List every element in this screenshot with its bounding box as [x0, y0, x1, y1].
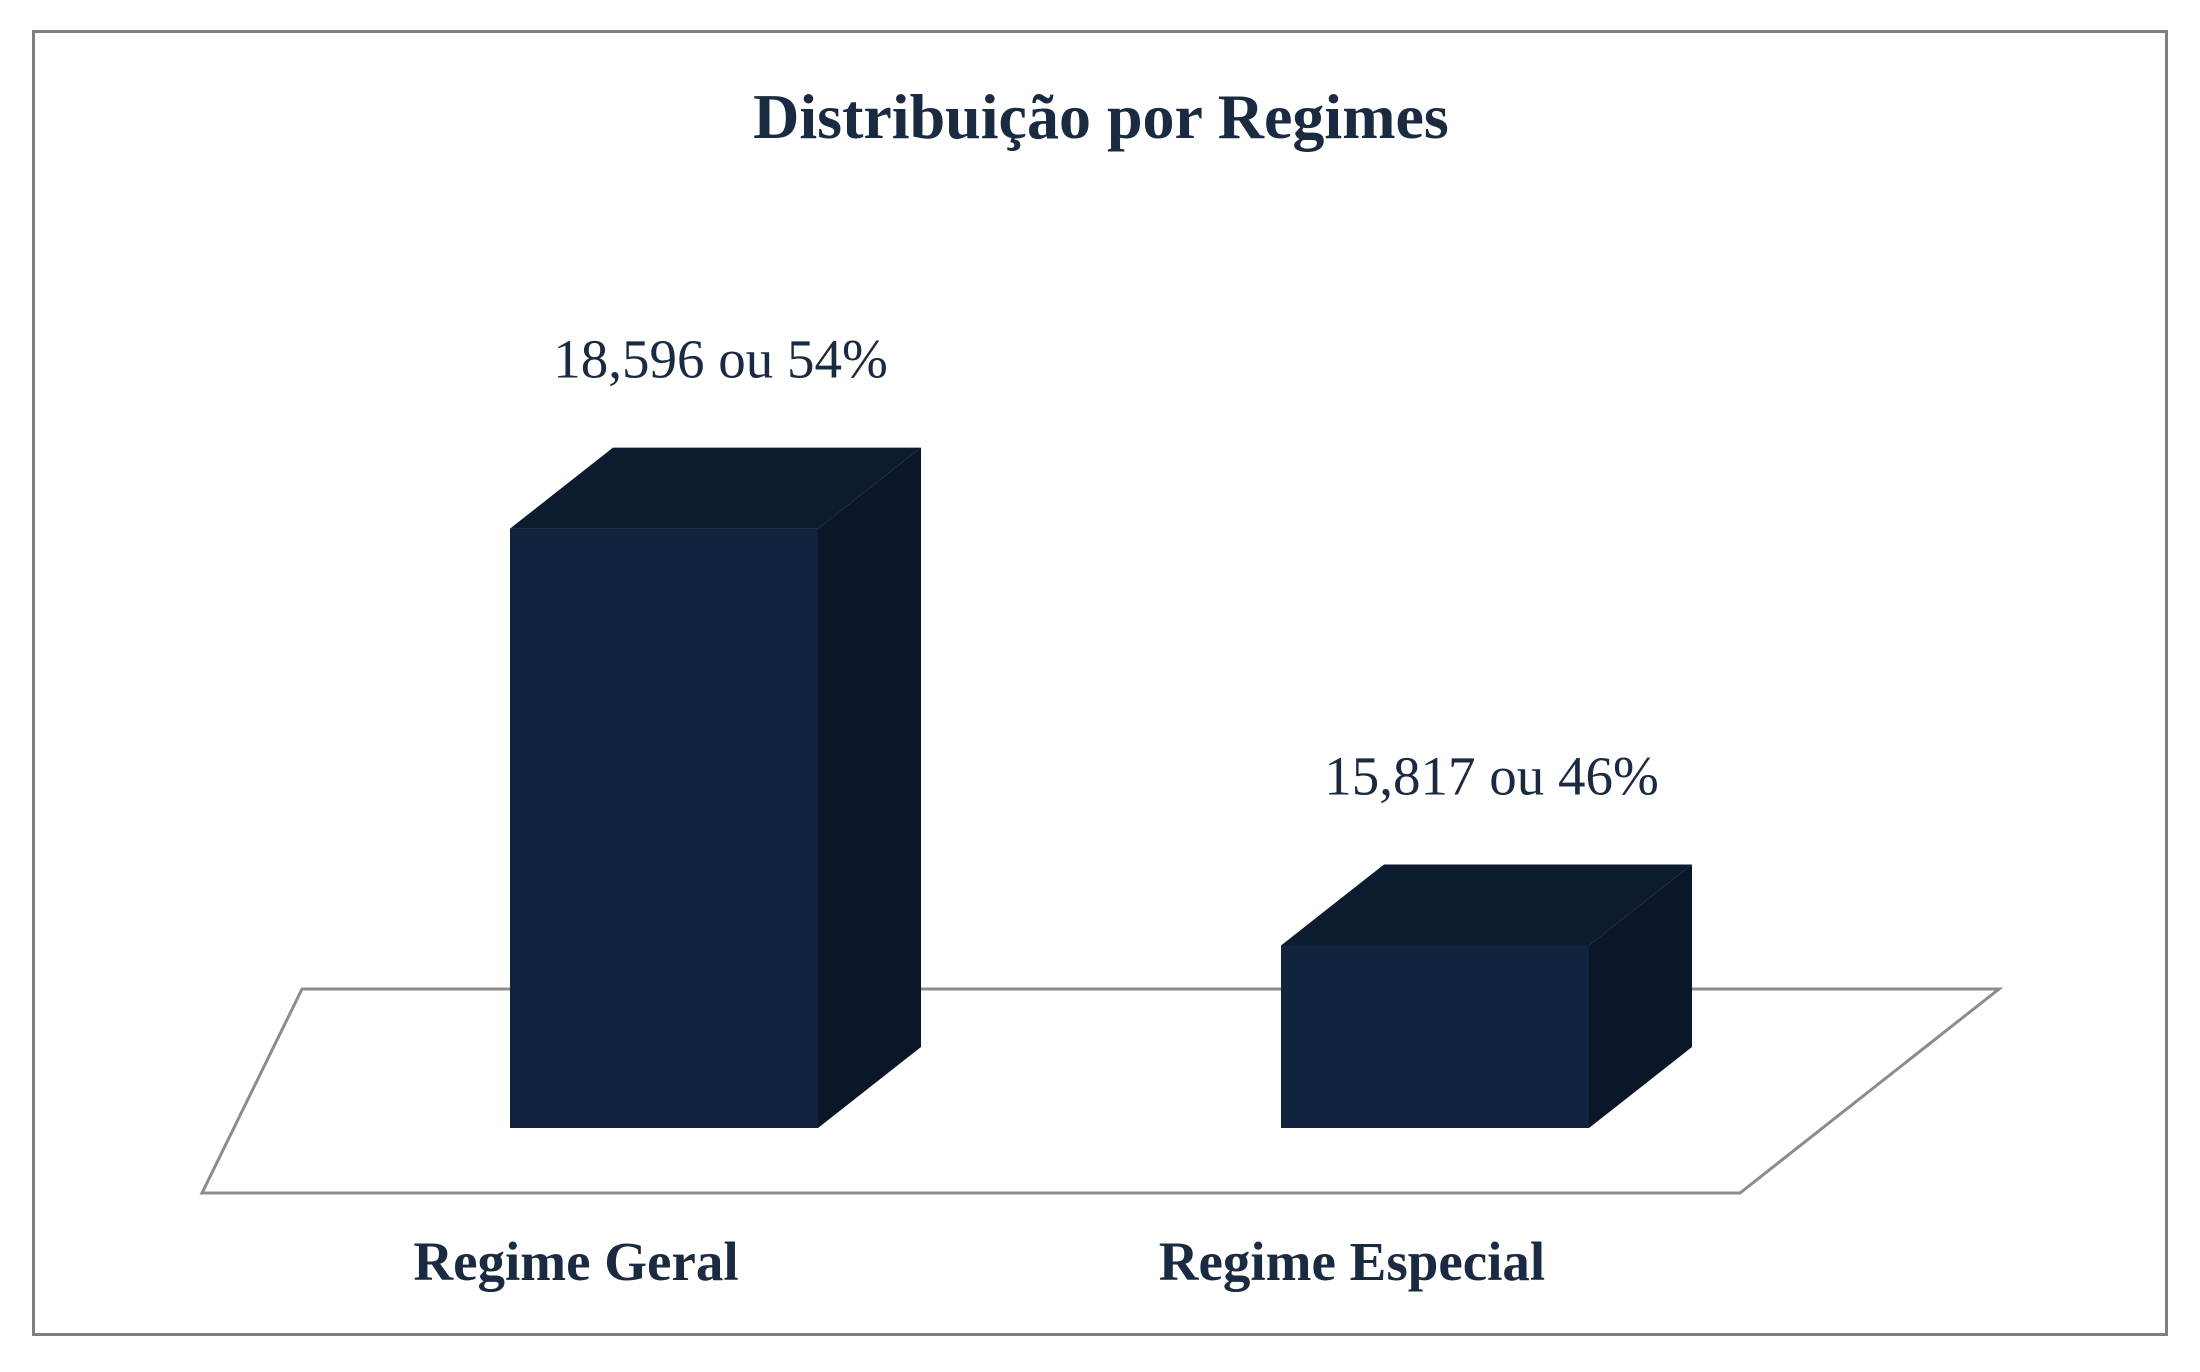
- chart-title: Distribuição por Regimes: [753, 81, 1449, 152]
- data-label-regime-especial: 15,817 ou 46%: [1324, 745, 1659, 806]
- bar-top-face: [510, 447, 921, 529]
- category-label-regime-geral: Regime Geral: [413, 1231, 738, 1292]
- bar-front-face: [510, 528, 818, 1128]
- bar-regime-especial: [1281, 864, 1692, 1128]
- bar-front-face: [1281, 945, 1589, 1128]
- labels-layer: 18,596 ou 54% Regime Geral 15,817 ou 46% Re…: [413, 329, 1658, 1292]
- data-label-regime-geral: 18,596 ou 54%: [553, 329, 888, 390]
- category-label-regime-especial: Regime Especial: [1159, 1231, 1545, 1292]
- bar-regime-geral: [510, 447, 921, 1129]
- bars-layer: [510, 447, 1692, 1129]
- bar-top-face: [1281, 864, 1692, 946]
- bar-side-face: [818, 447, 921, 1129]
- bar-side-face: [1589, 864, 1692, 1128]
- chart-floor: [199, 987, 2004, 1195]
